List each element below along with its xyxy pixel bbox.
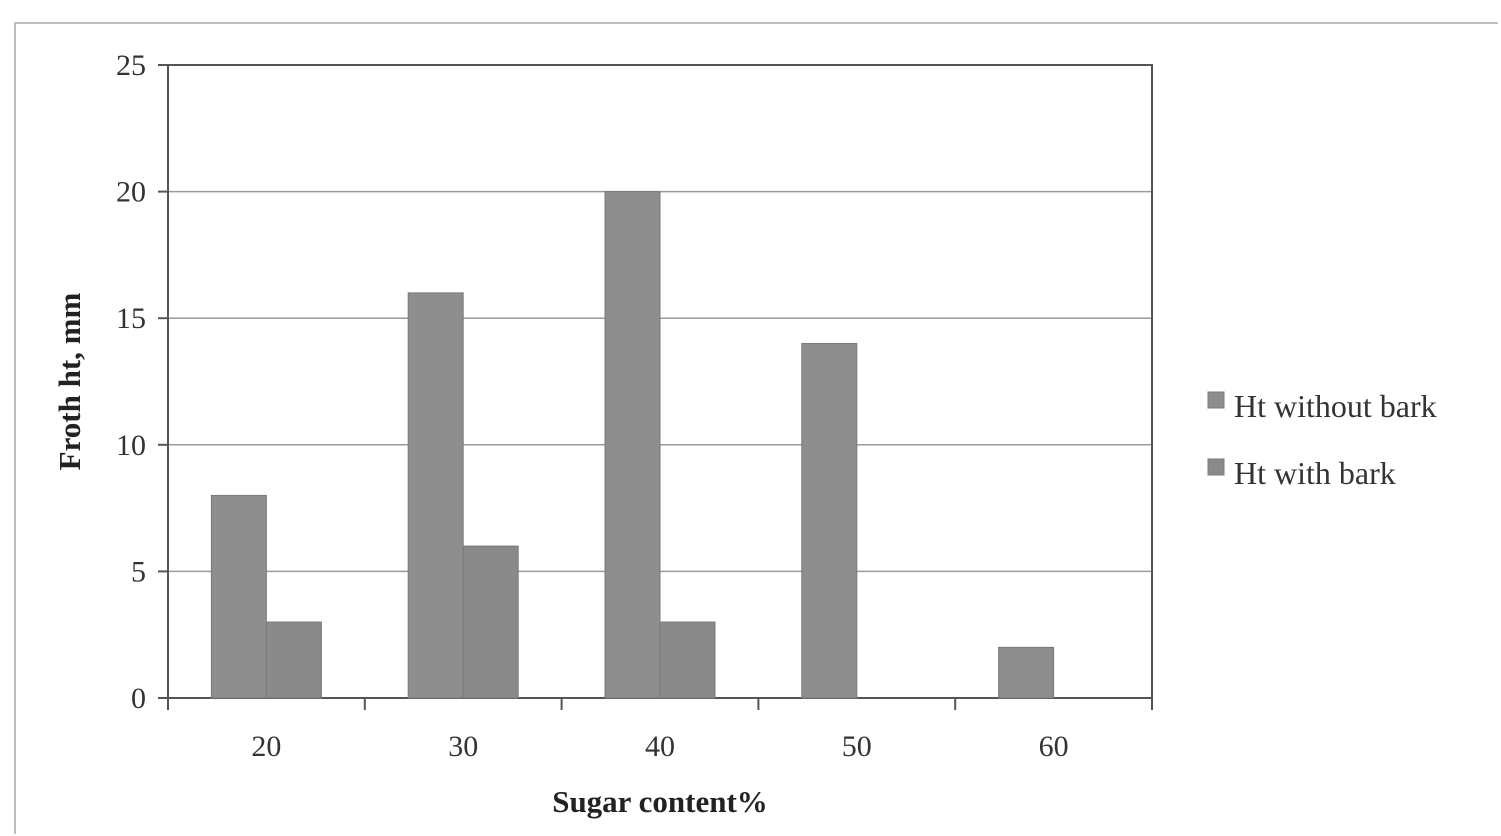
bar-without-bark-50 [801, 343, 858, 699]
bar-without-bark-60 [998, 646, 1055, 699]
x-axis-title: Sugar content% [552, 784, 768, 819]
legend-label: Ht with bark [1234, 455, 1396, 491]
y-axis: 0 5 10 15 20 25 [116, 49, 168, 715]
y-axis-title: Froth ht, mm [52, 292, 87, 470]
bar-without-bark-20 [210, 494, 267, 699]
y-tick-label: 10 [116, 429, 146, 462]
bar-with-bark-20 [265, 621, 322, 699]
y-tick-label: 25 [116, 49, 146, 82]
legend: Ht without bark Ht with bark [1207, 388, 1437, 491]
bar-without-bark-30 [407, 292, 464, 699]
y-tick-label: 15 [116, 302, 146, 335]
y-tick-label: 0 [131, 682, 146, 715]
x-tick-label: 60 [1039, 730, 1069, 763]
x-tick-label: 20 [251, 730, 281, 763]
x-axis: 20 30 40 50 60 [167, 698, 1153, 763]
legend-swatch [1207, 458, 1225, 476]
x-tick-label: 50 [842, 730, 872, 763]
legend-label: Ht without bark [1234, 388, 1437, 424]
chart-frame [14, 22, 1498, 834]
y-tick-label: 5 [131, 555, 146, 588]
bar-without-bark-40 [604, 191, 661, 699]
bars [210, 191, 1055, 699]
y-tick-label: 20 [116, 176, 146, 209]
bar-with-bark-30 [462, 545, 519, 699]
x-tick-label: 40 [645, 730, 675, 763]
legend-swatch [1207, 391, 1225, 409]
x-tick-label: 30 [448, 730, 478, 763]
bar-with-bark-40 [659, 621, 716, 699]
